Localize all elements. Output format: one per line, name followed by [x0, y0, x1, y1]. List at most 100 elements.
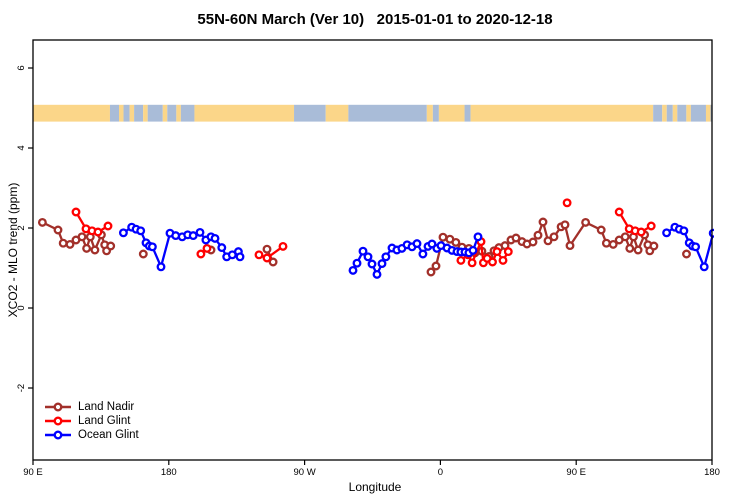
data-point-marker: [596, 225, 606, 235]
data-point-marker: [136, 226, 146, 236]
map-band-ocean-segment: [690, 104, 706, 122]
data-point-marker: [533, 230, 543, 240]
data-point-marker: [217, 243, 227, 253]
x-axis-ticks: 90 E 180 90 W 0 90 E 180: [23, 460, 720, 478]
data-point-marker: [608, 239, 618, 249]
data-point-marker: [625, 243, 635, 253]
data-point-marker: [699, 262, 709, 272]
data-point-marker: [549, 232, 559, 242]
legend-item-land-nadir: Land Nadir: [44, 400, 139, 414]
data-point-marker: [37, 217, 47, 227]
data-point-marker: [90, 245, 100, 255]
map-band-ocean-segment: [432, 104, 439, 122]
map-band-land-segment: [426, 104, 433, 122]
legend-item-ocean-glint: Ocean Glint: [44, 428, 139, 442]
data-point-marker: [196, 249, 206, 259]
legend-marker-icon: [45, 402, 71, 412]
data-point-marker: [412, 239, 422, 249]
data-point-marker: [601, 238, 611, 248]
data-point-marker: [202, 243, 212, 253]
y-tick-label: 4: [16, 145, 27, 150]
data-point-marker: [473, 232, 483, 242]
data-point-marker: [560, 220, 570, 230]
data-point-marker: [147, 242, 157, 252]
x-tick-label: 90 E: [566, 467, 586, 478]
legend-label: Ocean Glint: [78, 429, 139, 441]
map-band-ocean-segment: [109, 104, 120, 122]
data-point-marker: [268, 257, 278, 267]
data-point-marker: [106, 241, 116, 251]
data-point-marker: [210, 233, 220, 243]
data-point-marker: [254, 250, 264, 260]
data-point-marker: [138, 249, 148, 259]
map-band-ocean-segment: [123, 104, 130, 122]
data-point-marker: [488, 257, 497, 267]
map-band-land-segment: [176, 104, 181, 122]
map-band-ocean-segment: [134, 104, 144, 122]
map-band-land-segment: [129, 104, 135, 122]
data-point-marker: [438, 232, 448, 242]
data-point-marker: [679, 226, 689, 236]
y-tick-label: -2: [16, 384, 27, 392]
data-point-marker: [708, 228, 714, 238]
data-point-marker: [543, 236, 553, 246]
x-tick-label: 180: [161, 467, 177, 478]
data-point-marker: [538, 217, 548, 227]
map-band-land-segment: [438, 104, 465, 122]
data-point-marker: [93, 227, 103, 237]
data-point-marker: [636, 227, 646, 237]
legend-marker-icon: [45, 416, 71, 426]
map-band-ocean-segment: [710, 104, 712, 122]
data-point-marker: [431, 261, 441, 271]
map-band-ocean-segment: [167, 104, 177, 122]
map-band-land-segment: [119, 104, 124, 122]
data-point-marker: [565, 241, 575, 251]
legend-label: Land Glint: [78, 415, 131, 427]
data-point-marker: [451, 237, 461, 247]
y-axis-label: XCO2 - MLO trend (ppm): [6, 182, 20, 318]
map-band-land-segment: [325, 104, 349, 122]
x-tick-label: 180: [704, 467, 720, 478]
map-band-ocean-segment: [464, 104, 471, 122]
y-tick-label: 2: [16, 225, 27, 230]
data-point-marker: [65, 239, 75, 249]
data-point-marker: [528, 237, 538, 247]
map-band-land-segment: [705, 104, 711, 122]
data-point-marker: [581, 217, 591, 227]
x-tick-label: 90 E: [23, 467, 43, 478]
data-point-marker: [614, 207, 624, 217]
chart-title: 55N-60N March (Ver 10) 2015-01-01 to 202…: [197, 11, 553, 28]
data-point-marker: [562, 198, 572, 208]
data-point-marker: [456, 255, 466, 265]
y-tick-label: 6: [16, 65, 27, 70]
data-point-marker: [367, 259, 377, 269]
x-axis-label: Longitude: [348, 480, 402, 494]
map-band-land-segment: [194, 104, 295, 122]
data-point-marker: [156, 262, 166, 272]
data-point-marker: [348, 265, 358, 275]
data-point-marker: [646, 221, 656, 231]
data-point-marker: [363, 252, 373, 262]
data-point-marker: [358, 246, 368, 256]
map-band-land-segment: [662, 104, 667, 122]
map-band-land-segment: [686, 104, 691, 122]
y-axis-ticks: -2 0 2 4 6: [16, 65, 33, 392]
data-point-marker: [682, 249, 691, 259]
map-band-ocean-segment: [147, 104, 163, 122]
map-band-land-segment: [162, 104, 168, 122]
data-point-marker: [691, 242, 701, 252]
data-point-marker: [58, 238, 68, 248]
legend-label: Land Nadir: [78, 401, 135, 413]
data-point-marker: [620, 232, 630, 242]
map-band-ocean-segment: [677, 104, 687, 122]
data-point-marker: [511, 233, 521, 243]
map-band-ocean-segment: [653, 104, 663, 122]
series-ocean-glint: [118, 222, 714, 279]
data-point-marker: [53, 225, 63, 235]
data-point-marker: [262, 244, 272, 254]
data-point-marker: [633, 245, 643, 255]
data-point-marker: [649, 241, 659, 251]
data-point-marker: [77, 232, 87, 242]
